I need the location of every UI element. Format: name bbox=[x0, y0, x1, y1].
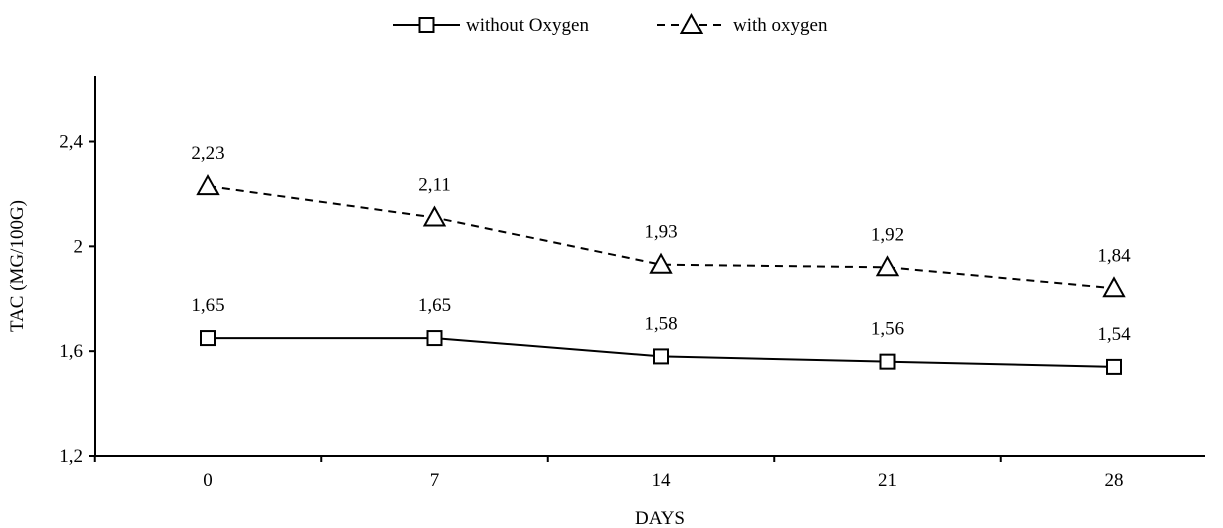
series-2: 2,23 2,11 1,93 1,92 1,84 bbox=[191, 143, 1131, 298]
series-1: 1,65 1,65 1,58 1,56 1,54 bbox=[191, 295, 1131, 375]
axes bbox=[94, 76, 1205, 457]
y-tick-label: 1,6 bbox=[59, 341, 83, 362]
data-label: 1,92 bbox=[871, 224, 904, 245]
x-tick-label: 28 bbox=[1105, 470, 1124, 491]
y-tick-label: 1,2 bbox=[59, 446, 83, 467]
data-point bbox=[1102, 276, 1126, 298]
legend-label: without Oxygen bbox=[466, 15, 589, 36]
x-axis-label: DAYS bbox=[635, 508, 685, 528]
data-label: 2,11 bbox=[418, 175, 451, 196]
data-label: 1,56 bbox=[871, 319, 904, 340]
data-point bbox=[426, 330, 443, 347]
data-point bbox=[649, 252, 673, 274]
y-tick-label: 2 bbox=[74, 236, 84, 257]
legend-label: with oxygen bbox=[733, 15, 828, 36]
x-tick-label: 21 bbox=[878, 470, 897, 491]
x-ticks: 0 7 14 21 28 bbox=[93, 456, 1124, 491]
y-tick-label: 2,4 bbox=[59, 132, 83, 153]
legend-marker bbox=[418, 17, 435, 33]
y-ticks: 1,2 1,6 2 2,4 bbox=[59, 132, 95, 467]
data-label: 1,65 bbox=[418, 295, 451, 316]
series-group: 1,65 1,65 1,58 1,56 1,54 2,23 2,11 1,93 1,92 1,84 bbox=[191, 143, 1131, 375]
data-label: 1,93 bbox=[644, 222, 677, 243]
data-point bbox=[879, 353, 896, 370]
data-label: 1,84 bbox=[1097, 245, 1131, 266]
x-tick-label: 0 bbox=[203, 470, 213, 491]
data-label: 1,65 bbox=[191, 295, 224, 316]
data-point bbox=[196, 174, 220, 196]
data-label: 2,23 bbox=[191, 143, 224, 164]
x-tick-label: 14 bbox=[652, 470, 672, 491]
legend-item: with oxygen bbox=[657, 12, 828, 36]
data-point bbox=[422, 205, 447, 227]
data-point bbox=[875, 255, 900, 277]
data-label: 1,54 bbox=[1097, 324, 1131, 345]
y-axis-label: TAC (MG/100G) bbox=[7, 200, 28, 332]
series-line bbox=[207, 185, 1115, 290]
data-label: 1,58 bbox=[644, 313, 677, 334]
x-tick-label: 7 bbox=[430, 470, 440, 491]
legend-item: without Oxygen bbox=[393, 15, 589, 36]
data-point bbox=[653, 348, 669, 365]
data-point bbox=[1106, 358, 1122, 375]
legend-marker bbox=[679, 12, 704, 34]
data-point bbox=[200, 330, 216, 347]
legend: without Oxygen with oxygen bbox=[393, 12, 828, 36]
